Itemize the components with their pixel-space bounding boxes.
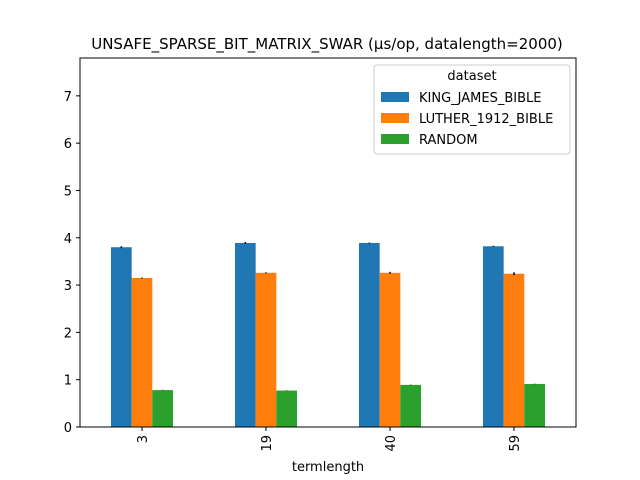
x-tick-label: 19 — [260, 435, 275, 452]
y-tick-label: 0 — [64, 421, 72, 436]
y-tick-label: 2 — [64, 326, 72, 341]
y-tick-label: 6 — [64, 137, 72, 152]
bar — [276, 390, 297, 427]
bars-layer — [111, 242, 545, 427]
legend-swatch — [381, 113, 409, 123]
bar — [483, 246, 504, 427]
legend-label: RANDOM — [419, 133, 478, 148]
y-tick-label: 3 — [64, 279, 72, 294]
legend-title: dataset — [447, 69, 496, 84]
bar — [131, 277, 153, 427]
bar — [400, 384, 421, 427]
bar — [255, 272, 277, 427]
x-tick-label: 40 — [384, 435, 399, 452]
x-tick-label: 3 — [136, 435, 151, 443]
bar — [235, 242, 256, 427]
legend-swatch — [381, 134, 409, 144]
bar — [503, 273, 525, 427]
bar — [111, 247, 132, 427]
x-tick-label: 59 — [508, 435, 523, 452]
y-tick-label: 4 — [64, 232, 72, 247]
legend-swatch — [381, 92, 409, 102]
y-tick-label: 7 — [64, 90, 72, 105]
bar — [379, 272, 401, 427]
y-tick-label: 1 — [64, 374, 72, 389]
x-axis: 3 19 40 59 — [136, 427, 523, 452]
bar — [359, 242, 380, 427]
chart-title: UNSAFE_SPARSE_BIT_MATRIX_SWAR (µs/op, da… — [91, 35, 563, 54]
y-tick-label: 5 — [64, 184, 72, 199]
bar — [524, 383, 545, 427]
plot-frame — [79, 57, 577, 428]
legend-label: LUTHER_1912_BIBLE — [419, 112, 553, 127]
legend-label: KING_JAMES_BIBLE — [419, 91, 541, 106]
legend-box — [373, 64, 571, 155]
y-axis: 0 1 2 3 4 5 6 7 — [64, 90, 80, 436]
x-axis-label: termlength — [292, 460, 364, 475]
legend: dataset KING_JAMES_BIBLE LUTHER_1912_BIBLE… — [373, 64, 571, 155]
bar — [152, 390, 173, 427]
